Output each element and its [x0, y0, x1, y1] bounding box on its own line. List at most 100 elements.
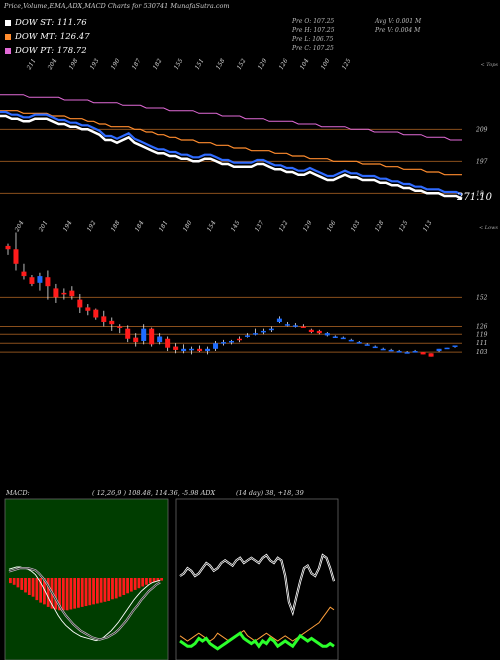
ema-line-dow-pt — [0, 94, 462, 141]
candle-body — [125, 328, 131, 339]
candle-body — [21, 271, 27, 277]
candle-body — [428, 353, 434, 357]
price-top-label: 181 — [158, 220, 170, 233]
macd-histogram-bar — [12, 578, 16, 585]
macd-histogram-bar — [16, 578, 20, 588]
ema-level-label: 18 — [476, 190, 484, 197]
price-top-label: 184 — [134, 219, 146, 233]
candle-body — [229, 340, 235, 343]
legend-swatch-mt — [5, 33, 11, 40]
price-top-label: 192 — [86, 219, 98, 233]
price-top-label: 125 — [398, 219, 410, 233]
macd-histogram-bar — [39, 578, 43, 603]
candle-body — [85, 307, 91, 311]
ema-top-label: 211 — [25, 58, 37, 72]
candle-body — [268, 328, 274, 331]
price-top-label: 188 — [110, 219, 122, 233]
candle-body — [109, 320, 115, 325]
candle-body — [213, 343, 219, 349]
ema-top-label: 151 — [194, 58, 206, 71]
ema-top-label: 193 — [89, 57, 101, 71]
candle-body — [412, 351, 418, 353]
candle-body — [324, 333, 330, 336]
candle-body — [276, 318, 282, 322]
ema-level-label: 197 — [476, 158, 488, 165]
adx-panel — [175, 498, 339, 660]
candle-body — [444, 347, 450, 350]
adx-values-label: (14 day) 38, +18, 39 — [236, 489, 304, 497]
candle-body — [93, 309, 99, 318]
macd-histogram-bar — [54, 578, 58, 610]
adx-line-core — [179, 554, 335, 614]
candle-body — [69, 290, 75, 297]
candle-body — [173, 346, 179, 350]
candle-body — [189, 348, 195, 351]
macd-histogram-bar — [95, 578, 99, 604]
candle-body — [404, 352, 410, 354]
macd-histogram-bar — [31, 578, 35, 597]
candle-body — [13, 249, 19, 264]
ema-top-label: 198 — [68, 57, 80, 71]
candle-body — [101, 316, 107, 322]
legend-swatch-st — [5, 19, 11, 26]
candle-body — [316, 330, 322, 334]
legend-label-pt: DOW PT: 178.72 — [15, 46, 87, 56]
price-level-label: 103 — [476, 349, 488, 356]
macd-histogram-bar — [69, 578, 73, 610]
adx-line-minus-di — [179, 631, 335, 651]
macd-histogram-bar — [9, 578, 12, 584]
macd-histogram-bar — [129, 578, 133, 592]
macd-histogram-bar — [92, 578, 95, 605]
ema-top-label: 182 — [152, 57, 164, 71]
macd-histogram-bar — [137, 578, 141, 589]
candle-body — [165, 338, 171, 348]
ema-top-label: 152 — [236, 57, 248, 71]
macd-histogram-bar — [77, 578, 80, 608]
candle-body — [141, 328, 147, 341]
price-top-label: 180 — [182, 219, 194, 233]
macd-histogram-bar — [141, 578, 145, 587]
macd-line-macd — [8, 566, 161, 642]
candle-body — [340, 337, 346, 340]
macd-histogram-bar — [65, 578, 69, 611]
stat-close: Pre C: 107.25 — [292, 45, 334, 52]
macd-histogram-bar — [114, 578, 118, 599]
price-top-label: 106 — [326, 219, 338, 233]
macd-histogram-bar — [99, 578, 103, 603]
stat-avg-volume: Avg V: 0.001 M — [375, 18, 422, 25]
ema-top-label: 100 — [320, 57, 332, 71]
candle-body — [260, 330, 266, 333]
macd-histogram-bar — [88, 578, 92, 606]
candle-body — [236, 338, 242, 341]
macd-histogram-bar — [43, 578, 46, 605]
candle-body — [244, 335, 250, 337]
macd-histogram-bar — [145, 578, 148, 585]
ema-top-label: 125 — [341, 57, 353, 71]
candle-body — [396, 351, 402, 353]
macd-signal-core — [8, 567, 161, 640]
price-top-label: 128 — [374, 219, 386, 233]
candle-body — [372, 346, 378, 349]
legend-label-st: DOW ST: 111.76 — [15, 18, 87, 28]
macd-title-label: MACD: — [5, 489, 30, 497]
price-top-label: 137 — [254, 219, 266, 233]
macd-histogram-bar — [148, 578, 152, 584]
candle-body — [117, 326, 123, 328]
candle-body — [149, 328, 155, 345]
candle-body — [420, 352, 426, 355]
candle-body — [292, 325, 298, 327]
legend-label-mt: DOW MT: 126.47 — [15, 32, 90, 42]
macd-histogram-bar — [73, 578, 77, 609]
macd-histogram-bar — [46, 578, 50, 607]
ema-blue-band — [0, 110, 463, 196]
candle-body — [252, 333, 258, 335]
candle-body — [45, 277, 51, 287]
ema-top-label: 158 — [215, 57, 227, 71]
candle-body — [348, 339, 354, 342]
candle-body — [133, 337, 139, 343]
ema-level-label: 209 — [475, 126, 488, 133]
macd-histogram-bar — [107, 578, 111, 601]
macd-histogram-bar — [80, 578, 84, 607]
price-top-label: 145 — [230, 219, 242, 233]
ema-top-label: 190 — [110, 57, 122, 71]
